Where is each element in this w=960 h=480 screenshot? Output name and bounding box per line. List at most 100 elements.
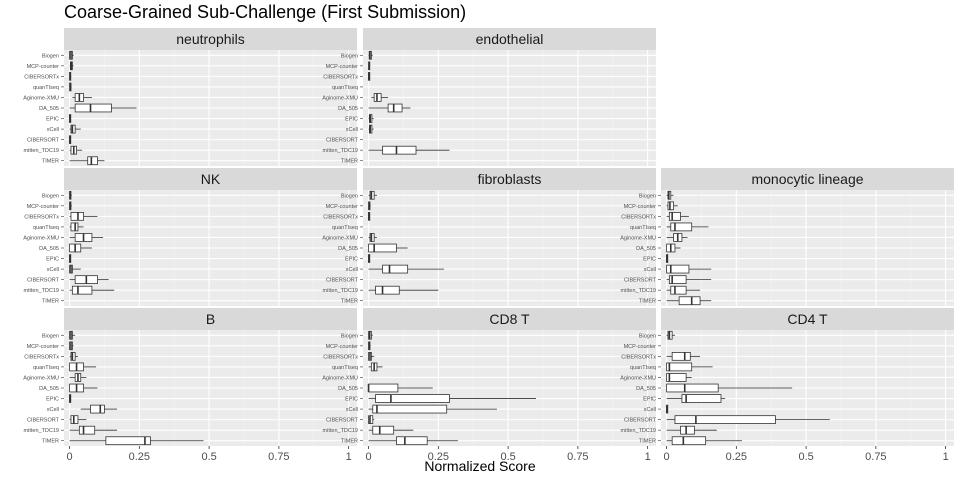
box-DA_505 (368, 243, 408, 253)
y-tick-label: EPIC (345, 257, 358, 263)
box-Biogen (69, 50, 74, 60)
box-iqr (105, 436, 151, 446)
box-iqr (670, 222, 693, 232)
y-tick-label: EPIC (345, 117, 358, 123)
facet-strip (363, 168, 656, 190)
y-tick-label: xCell (644, 267, 656, 273)
y-tick-label: mitten_TDC19 (24, 428, 59, 434)
box-xCell (69, 264, 81, 274)
box-EPIC (69, 254, 72, 263)
box-mitten_TDC19 (69, 425, 118, 435)
y-tick-label: TIMER (639, 299, 656, 305)
y-tick-label: Biogen (639, 193, 656, 199)
chart-title: Coarse-Grained Sub-Challenge (First Subm… (64, 2, 467, 22)
box-DA_505 (367, 383, 433, 393)
box-CIBERSORT (368, 415, 375, 424)
y-tick-label: DA_505 (39, 106, 59, 112)
y-tick-label: mitten_TDC19 (24, 288, 59, 294)
box-iqr (387, 103, 403, 113)
facet-label: CD8 T (489, 311, 530, 327)
box-mitten_TDC19 (368, 285, 439, 295)
box-CIBERSORTx (69, 352, 78, 361)
box-CIBERSORTx (368, 212, 371, 221)
box-Biogen (69, 330, 76, 340)
y-tick-label: EPIC (643, 397, 656, 403)
box-DA_505 (666, 243, 681, 253)
y-tick-label: CIBERSORT (624, 278, 657, 284)
y-tick-label: DA_505 (338, 106, 358, 112)
y-tick-label: MCP-counter (326, 204, 359, 210)
box-xCell (666, 264, 712, 274)
y-tick-label: mitten_TDC19 (24, 148, 59, 154)
y-tick-label: TIMER (42, 439, 59, 445)
facet-label: neutrophils (176, 31, 245, 47)
box-quanTIseq (666, 222, 709, 232)
y-tick-label: CIBERSORT (326, 138, 359, 144)
box-CIBERSORT (666, 415, 830, 424)
facet-strip (363, 28, 656, 50)
y-tick-label: Aginome-XMU (620, 235, 656, 241)
box-DA_505 (69, 103, 137, 113)
x-tick-label: 1 (346, 451, 352, 463)
x-tick-label: 1 (943, 451, 949, 463)
facet-label: CD4 T (787, 311, 828, 327)
box-iqr (382, 145, 417, 155)
box-xCell (368, 264, 444, 274)
y-tick-label: quanTIseq (332, 365, 358, 371)
box-MCP-counter (368, 61, 371, 71)
y-tick-label: quanTIseq (332, 85, 358, 91)
box-TIMER (69, 156, 105, 166)
y-tick-label: Biogen (639, 333, 656, 339)
y-tick-label: Aginome-XMU (322, 95, 358, 101)
facet-strip (661, 308, 954, 330)
box-Aginome-XMU (69, 373, 87, 382)
box-EPIC (368, 114, 374, 123)
box-xCell (368, 124, 374, 134)
box-iqr (375, 394, 450, 403)
x-tick-label: 0.25 (129, 451, 150, 463)
facet-label: fibroblasts (478, 171, 542, 187)
x-tick-label: 1 (645, 451, 651, 463)
box-CIBERSORTx (368, 72, 371, 81)
facet-label: endothelial (476, 31, 544, 47)
x-tick-label: 0.5 (798, 451, 813, 463)
y-tick-label: quanTIseq (33, 365, 59, 371)
y-tick-label: MCP-counter (27, 204, 60, 210)
y-tick-label: xCell (47, 267, 59, 273)
y-tick-label: EPIC (46, 397, 59, 403)
y-tick-label: Biogen (341, 333, 358, 339)
y-tick-label: TIMER (42, 299, 59, 305)
box-quanTIseq (368, 362, 383, 372)
x-tick-label: 0.75 (865, 451, 886, 463)
box-xCell (368, 404, 497, 414)
box-DA_505 (69, 243, 92, 253)
box-Biogen (666, 190, 674, 200)
y-tick-label: quanTIseq (630, 365, 656, 371)
y-tick-label: DA_505 (636, 246, 656, 252)
box-iqr (396, 436, 428, 446)
box-CIBERSORT (69, 135, 72, 144)
y-tick-label: DA_505 (338, 246, 358, 252)
box-Aginome-XMU (666, 373, 692, 382)
box-iqr (667, 201, 674, 211)
y-tick-label: quanTIseq (33, 225, 59, 231)
y-tick-label: xCell (346, 407, 358, 413)
x-tick-label: 0.75 (268, 451, 289, 463)
y-tick-label: Biogen (42, 193, 59, 199)
box-MCP-counter (69, 61, 74, 71)
box-iqr (368, 243, 397, 253)
box-quanTIseq (69, 82, 72, 92)
y-tick-label: Aginome-XMU (322, 375, 358, 381)
y-tick-label: TIMER (341, 439, 358, 445)
box-CIBERSORT (69, 415, 87, 424)
box-iqr (670, 285, 687, 295)
box-xCell (69, 124, 81, 134)
box-CIBERSORTx (69, 72, 72, 81)
box-TIMER (666, 436, 742, 446)
y-tick-label: Biogen (341, 53, 358, 59)
y-tick-label: CIBERSORT (27, 138, 60, 144)
box-iqr (375, 285, 400, 295)
y-tick-label: Aginome-XMU (322, 235, 358, 241)
